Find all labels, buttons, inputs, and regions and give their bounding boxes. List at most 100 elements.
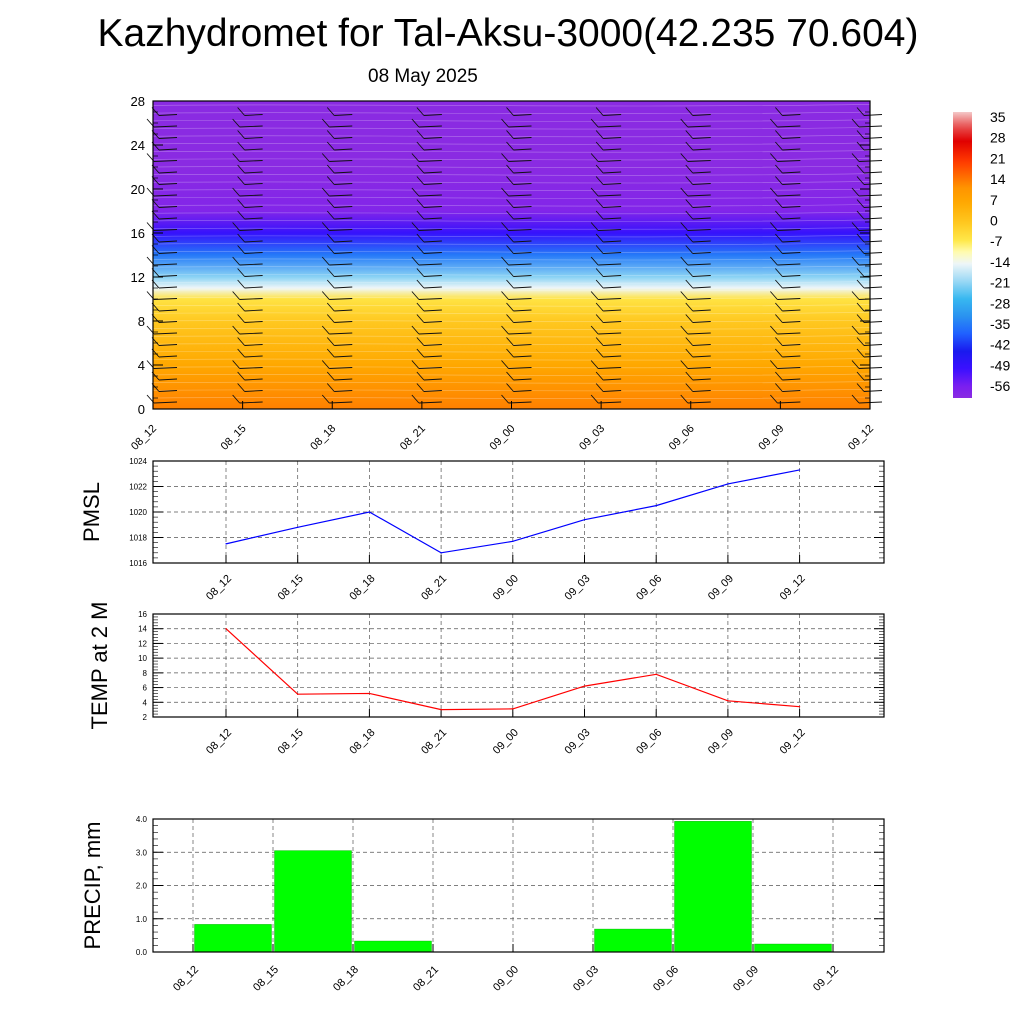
- wind-barb: [158, 252, 178, 254]
- y-tick-label: 16: [138, 610, 147, 619]
- isotherm-line: [152, 304, 871, 307]
- data-point: [512, 708, 514, 710]
- wind-barb-tick: [506, 371, 514, 381]
- wind-barb: [598, 263, 622, 266]
- wind-barb: [153, 401, 178, 404]
- wind-barb-tick: [321, 325, 330, 335]
- wind-barb: [423, 171, 442, 174]
- precip-bar: [354, 940, 432, 953]
- wind-barb: [863, 206, 883, 208]
- wind-barb-tick: [685, 245, 694, 254]
- wind-barb-tick: [851, 256, 860, 266]
- wind-barb-tick: [685, 164, 694, 174]
- wind-barb: [692, 137, 711, 139]
- y-tick-label: 6: [143, 684, 148, 693]
- x-tick-label: 09_09: [731, 964, 761, 994]
- wind-barb-tick: [595, 279, 604, 289]
- wind-barb-tick: [326, 107, 335, 116]
- wind-barb-tick: [501, 222, 509, 231]
- wind-barb-tick: [595, 302, 604, 312]
- wind-barb: [782, 183, 801, 185]
- wind-barb: [603, 321, 622, 323]
- wind-barb: [418, 332, 442, 335]
- y-tick-label: 1020: [129, 508, 147, 517]
- y-tick-label: 1022: [129, 483, 147, 492]
- isotherm-line: [152, 173, 871, 176]
- wind-barb: [158, 114, 178, 116]
- wind-barb: [513, 275, 532, 277]
- wind-barb: [244, 309, 263, 312]
- wind-barb-tick: [685, 130, 694, 139]
- wind-barb: [158, 171, 178, 174]
- wind-barb: [513, 217, 532, 220]
- isotherm-line: [152, 381, 871, 384]
- wind-barb-tick: [506, 130, 514, 139]
- wind-barb: [598, 332, 622, 335]
- wind-barb: [239, 401, 263, 404]
- isotherm-line: [152, 181, 871, 184]
- wind-barb: [153, 229, 178, 231]
- x-tick-label: 08_15: [219, 423, 249, 453]
- wind-barb: [239, 263, 263, 266]
- wind-barb: [687, 263, 711, 266]
- wind-barb-tick: [326, 337, 335, 346]
- isotherm-line: [152, 196, 871, 199]
- wind-barb: [423, 206, 442, 208]
- wind-barb: [863, 378, 883, 381]
- wind-barb: [782, 344, 801, 346]
- wind-barb: [513, 344, 532, 346]
- wind-barb-tick: [775, 130, 783, 139]
- isotherm-line: [152, 319, 871, 322]
- y-tick-label: 20: [131, 182, 145, 197]
- wind-barb-tick: [595, 337, 604, 346]
- wind-barb-tick: [416, 371, 425, 381]
- wind-barb-tick: [595, 164, 604, 174]
- wind-barb-tick: [770, 325, 778, 335]
- wind-barb: [334, 378, 353, 381]
- wind-barb-tick: [326, 130, 335, 139]
- wind-barb-tick: [685, 279, 694, 289]
- wind-barb-tick: [237, 176, 245, 185]
- wind-barb: [603, 206, 622, 208]
- wind-barb-column: [590, 107, 622, 404]
- y-axis-label: PMSL: [79, 482, 104, 542]
- wind-barb-tick: [411, 291, 420, 300]
- wind-barb-tick: [856, 233, 865, 243]
- wind-barb-tick: [685, 371, 694, 381]
- wind-barb: [508, 125, 532, 128]
- wind-barb-tick: [326, 314, 335, 323]
- wind-barb: [687, 401, 711, 404]
- y-tick-label: 16: [131, 226, 145, 241]
- wind-barb: [603, 252, 622, 254]
- wind-barb: [782, 148, 801, 151]
- wind-barb-tick: [232, 256, 240, 266]
- wind-barb: [153, 194, 178, 197]
- wind-barb-tick: [851, 187, 860, 197]
- y-tick-label: 10: [138, 654, 147, 663]
- wind-barb: [687, 229, 711, 231]
- wind-barb: [687, 194, 711, 197]
- wind-barb: [598, 229, 622, 231]
- wind-barb: [244, 137, 263, 139]
- data-point: [655, 673, 657, 675]
- wind-barb-tick: [506, 337, 514, 346]
- wind-barb-tick: [321, 256, 330, 266]
- wind-barb-tick: [775, 141, 783, 151]
- isotherm-line: [152, 327, 871, 330]
- wind-barb: [782, 286, 801, 289]
- wind-barb-tick: [416, 107, 425, 116]
- wind-barb: [244, 390, 263, 392]
- wind-barb: [334, 114, 353, 116]
- isotherm-line: [152, 335, 871, 338]
- wind-barb-tick: [595, 233, 604, 243]
- wind-barb: [158, 390, 178, 392]
- wind-barb-tick: [416, 383, 425, 392]
- wind-barb-tick: [770, 256, 778, 266]
- wind-barb: [692, 171, 711, 174]
- wind-barb: [329, 367, 353, 369]
- x-tick-label: 09_12: [846, 423, 876, 453]
- wind-barb: [863, 217, 883, 220]
- wind-barb-tick: [685, 348, 694, 358]
- wind-barb-tick: [680, 118, 689, 128]
- wind-barb-tick: [321, 394, 330, 404]
